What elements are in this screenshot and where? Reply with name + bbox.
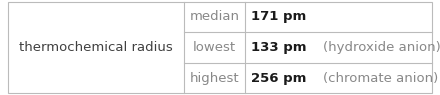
Text: 133 pm: 133 pm	[251, 41, 306, 54]
Text: thermochemical radius: thermochemical radius	[19, 41, 173, 54]
Text: (chromate anion): (chromate anion)	[323, 72, 439, 85]
Text: (hydroxide anion): (hydroxide anion)	[323, 41, 440, 54]
Text: 256 pm: 256 pm	[251, 72, 306, 85]
Text: highest: highest	[190, 72, 239, 85]
Text: 171 pm: 171 pm	[251, 10, 306, 23]
Text: median: median	[190, 10, 240, 23]
Text: lowest: lowest	[193, 41, 236, 54]
